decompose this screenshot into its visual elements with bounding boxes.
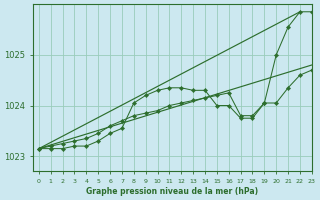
X-axis label: Graphe pression niveau de la mer (hPa): Graphe pression niveau de la mer (hPa)	[86, 187, 259, 196]
